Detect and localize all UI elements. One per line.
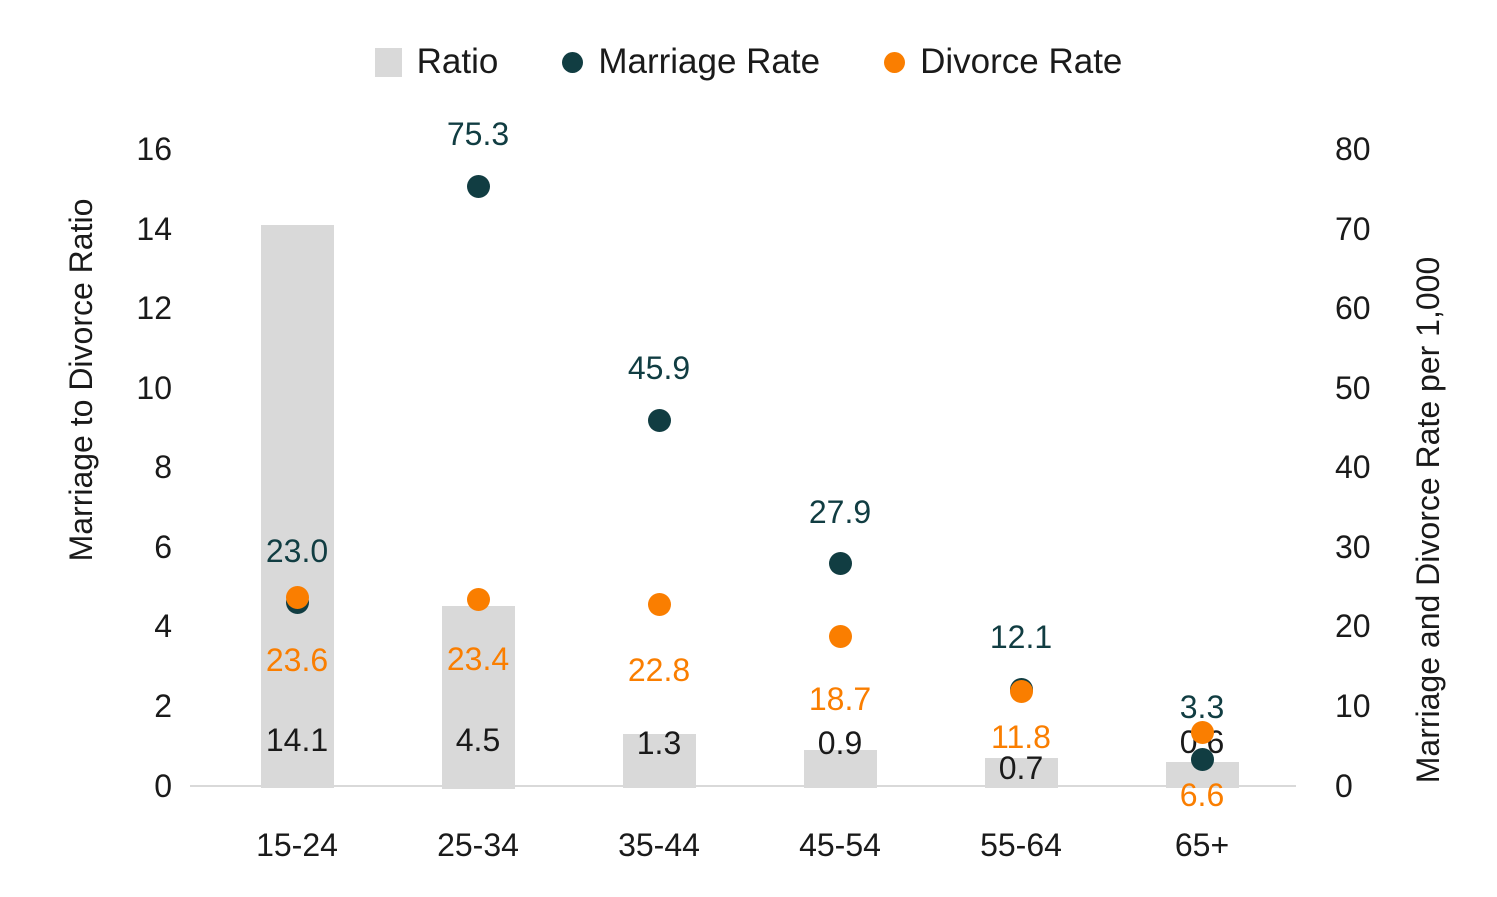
category-label: 55-64 [980, 827, 1062, 863]
right-axis-tick-label: 50 [1335, 369, 1371, 406]
left-axis-tick-label: 4 [154, 608, 172, 645]
category-label: 25-34 [437, 827, 519, 863]
legend-item: Divorce Rate [884, 42, 1122, 82]
ratio-value-label: 0.9 [817, 725, 863, 761]
divorce-rate-dot [466, 587, 490, 611]
marriage-rate-dot [647, 408, 671, 432]
divorce-rate-dot [285, 586, 309, 610]
ratio-bar [803, 749, 877, 789]
left-axis-tick-label: 16 [136, 131, 172, 167]
legend-item: Marriage Rate [562, 42, 820, 82]
category-label: 65+ [1174, 827, 1230, 863]
legend-label: Marriage Rate [598, 42, 821, 81]
divorce-rate-dot [1190, 721, 1214, 745]
legend-circle-swatch-icon [884, 51, 906, 73]
ratio-value-label: 14.1 [265, 722, 329, 758]
marriage-rate-value-label: 3.3 [1179, 689, 1225, 726]
ratio-value-label: 4.5 [455, 722, 501, 758]
left-axis-tick-label: 6 [154, 528, 172, 565]
left-axis-tick-label: 14 [136, 210, 172, 247]
marriage-rate-dot [828, 552, 852, 576]
divorce-rate-dot [828, 625, 852, 649]
right-axis-tick-label: 30 [1335, 528, 1371, 565]
divorce-rate-value-label: 22.8 [627, 652, 691, 689]
marriage-rate-dot [466, 174, 490, 198]
legend-label: Divorce Rate [920, 42, 1123, 81]
right-axis-tick-label: 80 [1335, 131, 1371, 167]
left-axis-tick-label: 2 [154, 687, 172, 724]
divorce-rate-dot [647, 592, 671, 616]
divorce-rate-dot [1009, 680, 1033, 704]
marriage-rate-value-label: 27.9 [808, 493, 872, 530]
left-axis-tick-label: 0 [154, 767, 172, 804]
right-axis-tick-label: 70 [1335, 210, 1371, 247]
marriage-rate-value-label: 12.1 [989, 619, 1053, 656]
divorce-rate-value-label: 23.4 [446, 641, 510, 678]
legend-circle-swatch-icon [562, 51, 584, 73]
left-axis-tick-label: 12 [136, 290, 172, 327]
ratio-value-label: 1.3 [636, 725, 682, 761]
right-axis-tick-label: 40 [1335, 449, 1371, 486]
divorce-rate-value-label: 11.8 [991, 718, 1051, 755]
x-axis-baseline [190, 784, 1296, 787]
marriage-rate-value-label: 75.3 [446, 116, 510, 153]
left-axis-tick-label: 10 [136, 369, 172, 406]
right-axis-tick-label: 0 [1335, 767, 1353, 804]
category-label: 45-54 [799, 827, 881, 863]
ratio-bar [622, 733, 696, 789]
divorce-rate-value-label: 6.6 [1179, 776, 1225, 813]
legend: Ratio Marriage Rate Divorce Rate [0, 42, 1497, 82]
category-label: 35-44 [618, 827, 700, 863]
ratio-bar [441, 606, 515, 789]
right-axis-tick-label: 10 [1335, 687, 1371, 724]
left-axis-tick-label: 8 [154, 449, 172, 486]
legend-label: Ratio [416, 42, 499, 81]
marriage-rate-value-label: 45.9 [627, 350, 691, 387]
ratio-bar [260, 224, 334, 789]
divorce-rate-value-label: 23.6 [265, 641, 329, 678]
category-label: 15-24 [256, 827, 338, 863]
legend-item: Ratio [374, 42, 499, 82]
ratio-bar [984, 757, 1058, 789]
legend-square-swatch-icon [374, 47, 402, 77]
right-axis-tick-label: 60 [1335, 290, 1371, 327]
right-axis-tick-label: 20 [1335, 608, 1371, 645]
marriage-rate-dot [1190, 747, 1214, 771]
ratio-value-label: 0.7 [998, 750, 1044, 786]
divorce-rate-value-label: 18.7 [808, 680, 872, 717]
marriage-rate-value-label: 23.0 [265, 532, 329, 569]
